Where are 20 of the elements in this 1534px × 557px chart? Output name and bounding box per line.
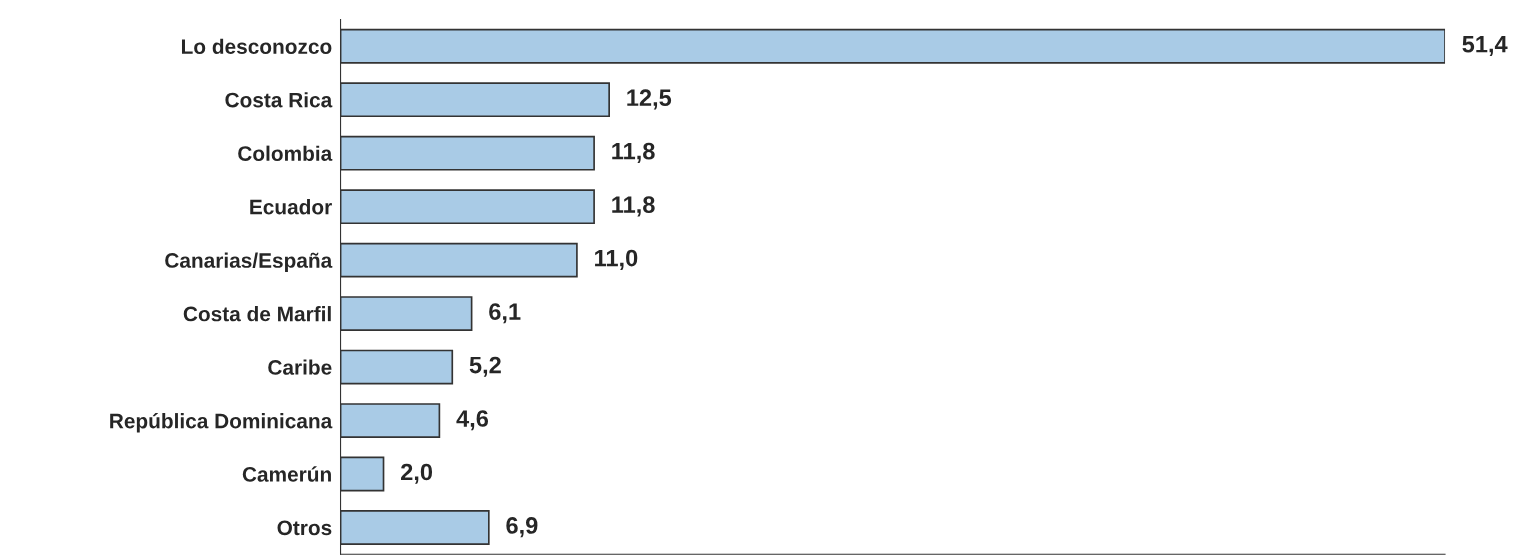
y-tick-label: Colombia	[238, 145, 333, 161]
y-tick-label: Camerún	[242, 466, 331, 482]
data-label: 11,0	[595, 249, 638, 270]
data-label: 6,9	[506, 517, 538, 538]
data-label: 4,6	[456, 410, 489, 431]
data-label: 5,2	[469, 356, 501, 377]
y-tick-label: Ecuador	[250, 199, 332, 215]
y-tick-label: Caribe	[268, 359, 332, 375]
data-label: 11,8	[612, 142, 655, 163]
data-label: 6,1	[489, 303, 521, 324]
y-tick-label: República Dominicana	[110, 412, 333, 433]
data-label: 51,4	[1462, 36, 1508, 56]
y-tick-label: Costa de Marfil	[183, 306, 331, 322]
data-label: 11,8	[612, 196, 655, 217]
data-label: 2,0	[401, 463, 433, 484]
y-tick-label: Lo desconozco	[181, 38, 332, 54]
data-label: 12,5	[627, 89, 672, 110]
y-tick-label: Otros	[277, 520, 332, 536]
y-tick-label: Canarias/España	[165, 252, 333, 272]
y-tick-label: Costa Rica	[225, 92, 333, 108]
